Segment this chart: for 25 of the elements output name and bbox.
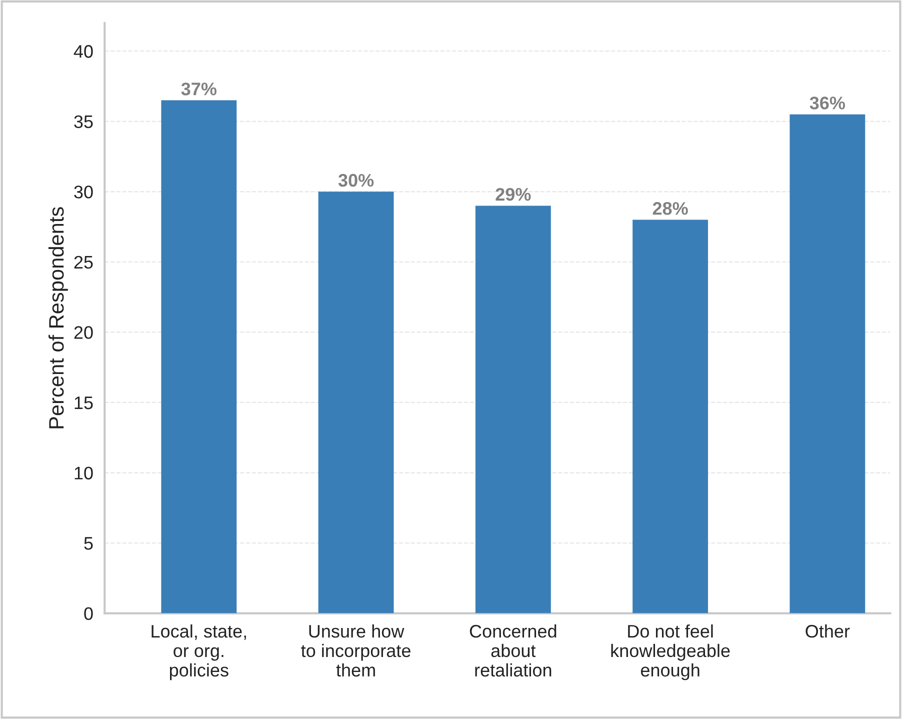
y-tick-label: 40 [74, 45, 93, 58]
x-tick-label: Other [806, 624, 850, 638]
y-tick-label: 30 [74, 186, 93, 198]
y-tick-label: 0 [84, 607, 93, 620]
y-tick-label: 20 [74, 326, 93, 339]
bar [632, 220, 708, 614]
y-axis-title: Percent of Respondents [48, 207, 68, 428]
data-label: 28% [652, 202, 688, 215]
data-label: 36% [810, 96, 846, 110]
x-tick-label: Concerned about retaliation [470, 624, 556, 677]
y-tick-label: 5 [84, 537, 93, 550]
bar [318, 192, 394, 614]
data-label: 37% [181, 82, 217, 96]
bar [161, 100, 237, 614]
x-tick-label: Unsure how to incorporate them [301, 624, 410, 677]
y-tick-label: 15 [74, 396, 93, 410]
y-tick-label: 25 [74, 256, 93, 269]
bar [790, 114, 866, 614]
data-label: 29% [496, 188, 531, 201]
data-label: 30% [338, 174, 374, 187]
bar [475, 206, 551, 614]
y-tick-label: 35 [74, 115, 93, 128]
x-tick-label: Do not feel knowledgeable enough [611, 624, 730, 680]
y-tick-label: 10 [74, 466, 93, 480]
x-tick-label: Local, state, or org. policies [152, 624, 246, 680]
